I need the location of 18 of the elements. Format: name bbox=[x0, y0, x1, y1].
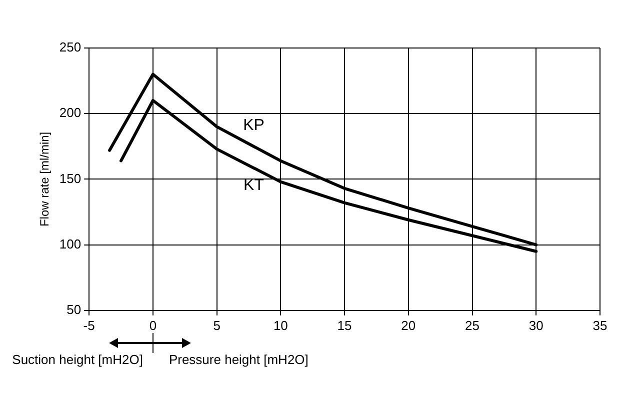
x-tick-label: 10 bbox=[273, 318, 288, 333]
x-tick-label: -5 bbox=[83, 318, 95, 333]
x-tick-label: 0 bbox=[149, 318, 157, 333]
y-tick-label: 150 bbox=[59, 170, 82, 186]
x-tick-label: 5 bbox=[213, 318, 220, 333]
x-tick-label: 35 bbox=[592, 318, 608, 333]
text: Pressure height [mH2O] bbox=[168, 352, 308, 367]
y-tick-label: 50 bbox=[66, 302, 82, 317]
y-tick-label: 100 bbox=[59, 236, 82, 252]
x-tick-label: 25 bbox=[465, 318, 480, 333]
text: Suction height [mH2O] bbox=[12, 352, 143, 367]
x-tick-label: 20 bbox=[401, 318, 416, 333]
x-tick-label: 15 bbox=[337, 318, 352, 333]
y-tick-label: 200 bbox=[59, 105, 82, 120]
series-label: KP bbox=[243, 117, 264, 134]
y-tick-label: 250 bbox=[59, 40, 82, 55]
x-tick-label: 30 bbox=[528, 318, 544, 333]
y-axis-title: Flow rate [ml/min] bbox=[38, 132, 52, 227]
